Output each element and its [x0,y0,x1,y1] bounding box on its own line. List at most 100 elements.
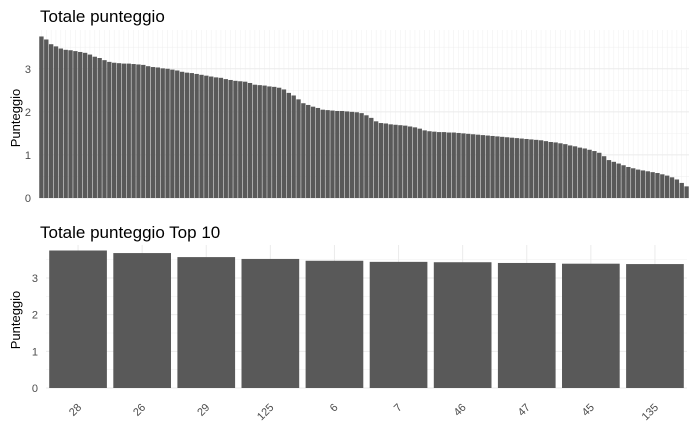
bar [160,68,165,198]
bar [238,81,243,198]
bar [451,132,456,198]
bar [650,172,655,198]
bar [495,136,500,198]
bar [291,95,296,198]
bar [378,123,384,198]
bar [175,70,180,198]
y-tick-label: 3 [32,273,38,285]
bar [272,86,277,198]
bar [339,110,345,198]
bar [373,121,379,198]
bar [53,46,59,198]
bar [592,151,597,198]
chart-1-y-axis-label: Punteggio [8,89,23,148]
bar [97,58,102,198]
bar [587,149,592,198]
bar [155,67,161,198]
bar [170,69,175,198]
bar [286,92,291,198]
bar [640,170,646,198]
x-tick-label: 45 [580,402,597,419]
bar [354,112,359,198]
chart-1-bars [39,36,689,199]
bar [427,131,432,198]
bar [529,139,534,198]
bar [281,89,287,198]
x-tick-label: 46 [452,402,469,419]
bar [141,64,146,199]
x-tick-label: 47 [516,402,533,419]
bar [631,168,636,198]
bar [490,135,495,198]
bar [456,132,461,198]
bar [446,132,452,198]
bar [567,145,573,198]
bar [296,99,301,198]
bar [433,262,492,388]
bar [262,85,267,198]
bar [241,258,300,388]
chart-2-bars [49,250,684,388]
bar [441,132,447,198]
bar [655,173,660,198]
bar [621,165,626,198]
bar [116,63,122,198]
chart-1-y-ticks: 0 1 2 3 [25,64,31,205]
bar [514,138,519,198]
bar [228,79,233,198]
chart-2-y-ticks: 0 1 2 3 [32,273,38,395]
bar [305,260,364,388]
bar [534,139,539,198]
bar [466,133,471,198]
bar [145,66,151,198]
bar [165,68,170,199]
bar [218,77,224,198]
y-tick-label: 2 [32,310,38,322]
bar [233,80,238,198]
bar [558,143,563,198]
bar [524,138,529,198]
bar [417,128,422,198]
bar [44,39,49,198]
bar [252,84,258,198]
bar [480,135,486,198]
bar [204,75,209,198]
chart-2-x-ticks: 28 26 29 125 6 7 46 47 45 135 [67,402,661,423]
y-tick-label: 0 [32,383,38,395]
bar [257,85,262,198]
bar [407,126,413,198]
bar [267,86,272,198]
bar [611,161,616,198]
bar [500,136,505,198]
bar [184,72,190,198]
x-tick-label: 29 [195,402,212,419]
y-tick-label: 0 [25,193,31,205]
bar [63,49,68,198]
bar [470,134,476,198]
bar [519,138,524,198]
bar [113,253,171,388]
bar [504,137,510,198]
bar [179,71,185,198]
bar [562,263,620,388]
bar [572,146,578,198]
bar [121,63,127,198]
bar [82,52,88,199]
bar [49,250,107,388]
bar [645,171,650,198]
x-tick-label: 26 [131,402,148,419]
bar [393,124,398,198]
bar [437,132,442,198]
bar [247,82,253,198]
bar [209,76,214,198]
bar [553,142,558,198]
bar [136,64,141,198]
bar [626,166,631,198]
bar [126,63,131,198]
bar [412,127,418,198]
x-tick-label: 6 [328,402,341,415]
bar [475,134,481,198]
chart-2-title: Totale punteggio Top 10 [40,223,220,242]
